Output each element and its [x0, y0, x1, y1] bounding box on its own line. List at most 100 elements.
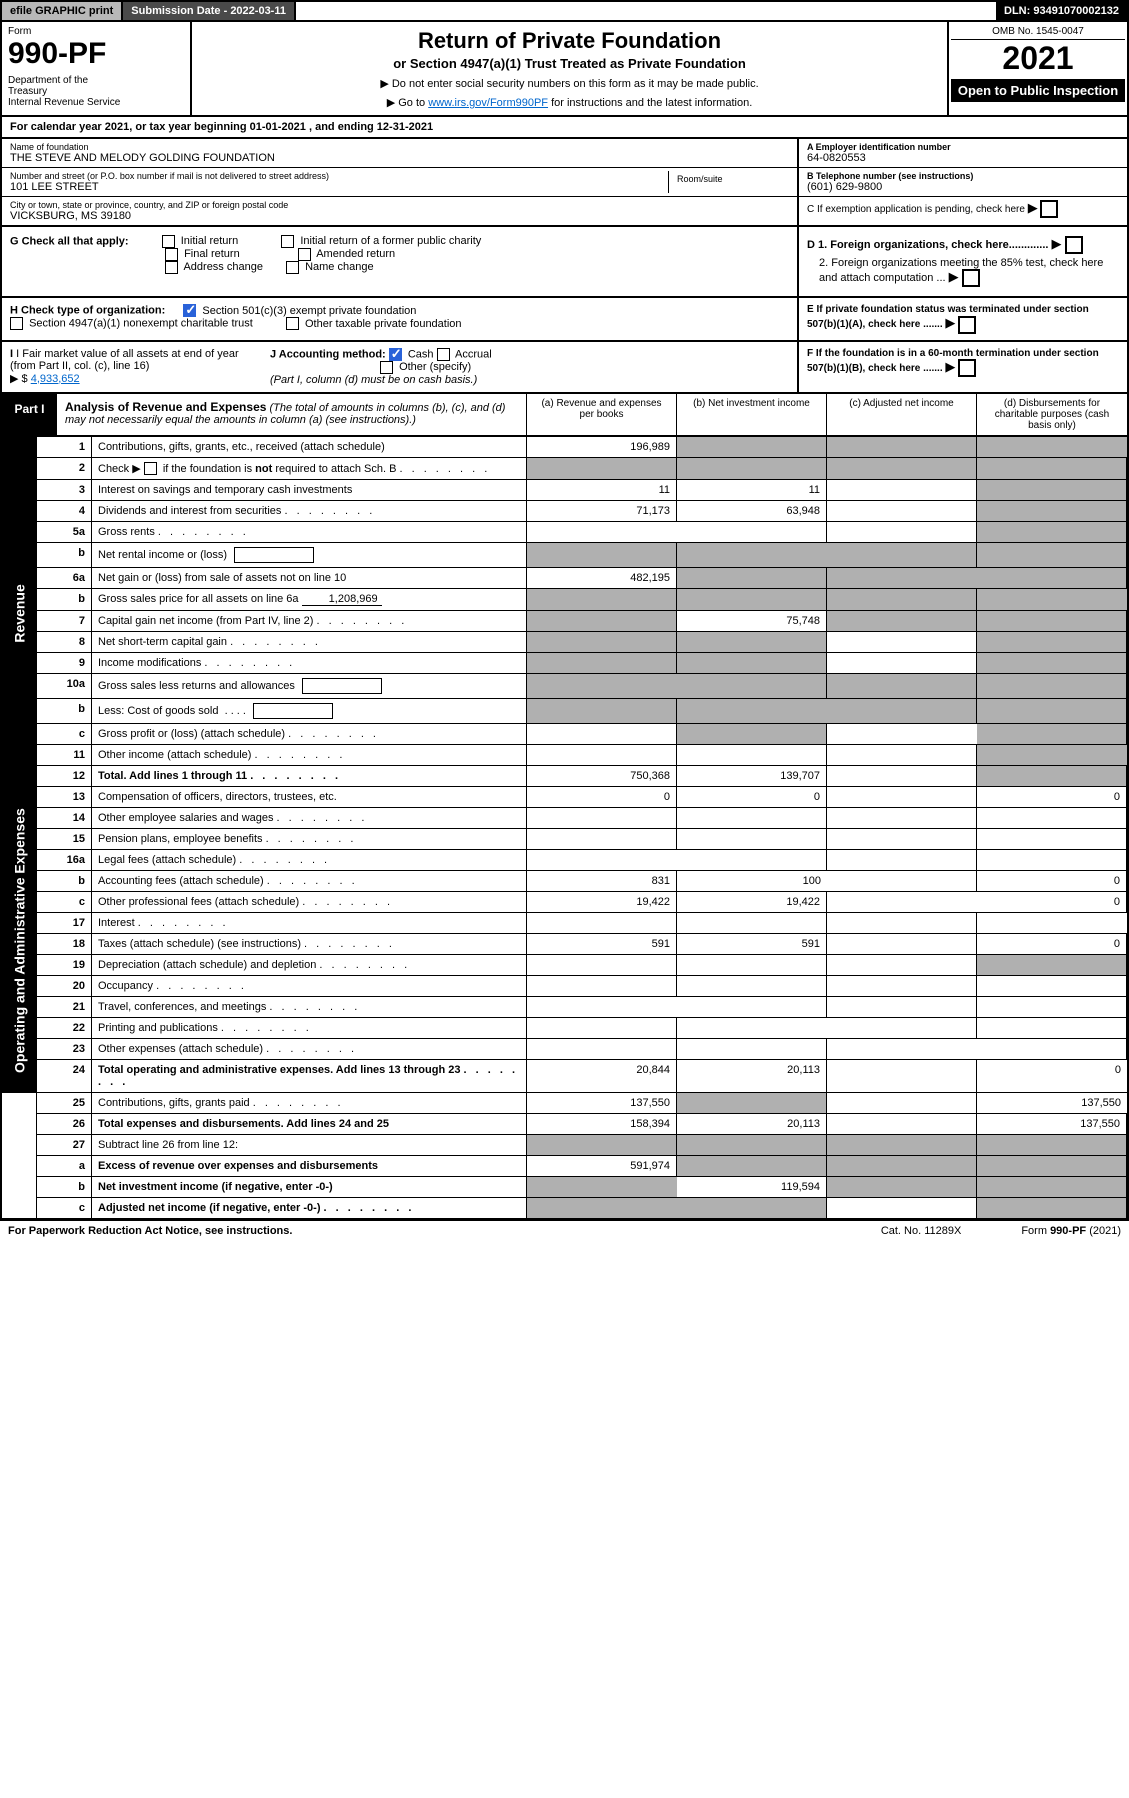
- h-org-type: H Check type of organization: Section 50…: [2, 298, 797, 339]
- ein-cell: A Employer identification number 64-0820…: [799, 139, 1127, 168]
- line-13: Compensation of officers, directors, tru…: [92, 787, 527, 808]
- col-c-header: (c) Adjusted net income: [827, 394, 977, 435]
- j-other-checkbox[interactable]: [380, 361, 393, 374]
- form-number: 990-PF: [8, 37, 184, 71]
- h-4947-checkbox[interactable]: [10, 317, 23, 330]
- line-25: Contributions, gifts, grants paid: [92, 1093, 527, 1114]
- form-header: Form 990-PF Department of theTreasuryInt…: [0, 22, 1129, 117]
- h-501c3-checkbox[interactable]: [183, 304, 196, 317]
- line-6b: Gross sales price for all assets on line…: [92, 589, 527, 611]
- year-block: OMB No. 1545-0047 2021 Open to Public In…: [947, 22, 1127, 115]
- g-initial-return[interactable]: [162, 235, 175, 248]
- top-bar: efile GRAPHIC print Submission Date - 20…: [0, 0, 1129, 22]
- line-2: Check ▶ if the foundation is not require…: [92, 458, 527, 481]
- form-label: Form: [8, 26, 184, 37]
- line-10b: Less: Cost of goods sold . . . .: [92, 699, 527, 724]
- line-27a: Excess of revenue over expenses and disb…: [92, 1156, 527, 1177]
- foundation-name-cell: Name of foundation THE STEVE AND MELODY …: [2, 139, 797, 168]
- form-ref: Form 990-PF (2021): [1021, 1225, 1121, 1237]
- irs-link[interactable]: www.irs.gov/Form990PF: [428, 97, 548, 109]
- part1-table: Revenue 1 Contributions, gifts, grants, …: [0, 437, 1129, 1221]
- city-state-zip: VICKSBURG, MS 39180: [10, 210, 789, 222]
- entity-info: Name of foundation THE STEVE AND MELODY …: [0, 139, 1129, 227]
- paperwork-notice: For Paperwork Reduction Act Notice, see …: [8, 1225, 292, 1237]
- c-checkbox[interactable]: [1040, 200, 1058, 218]
- j-cash-checkbox[interactable]: [389, 348, 402, 361]
- ssn-warning: ▶ Do not enter social security numbers o…: [198, 77, 941, 90]
- col-d-header: (d) Disbursements for charitable purpose…: [977, 394, 1127, 435]
- schB-checkbox[interactable]: [144, 462, 157, 475]
- line-18: Taxes (attach schedule) (see instruction…: [92, 934, 527, 955]
- expenses-label: Operating and Administrative Expenses: [2, 787, 37, 1093]
- line-6a: Net gain or (loss) from sale of assets n…: [92, 568, 527, 589]
- line-23: Other expenses (attach schedule): [92, 1039, 527, 1060]
- g-final-return[interactable]: [165, 248, 178, 261]
- line-10a: Gross sales less returns and allowances: [92, 674, 527, 699]
- line-12: Total. Add lines 1 through 11: [92, 766, 527, 787]
- phone-value: (601) 629-9800: [807, 181, 1119, 193]
- j-accounting: J Accounting method: Cash Accrual Other …: [270, 348, 492, 386]
- line-8: Net short-term capital gain: [92, 632, 527, 653]
- revenue-label: Revenue: [2, 437, 37, 788]
- arrow-icon: ▶: [1028, 200, 1038, 215]
- line-3: Interest on savings and temporary cash i…: [92, 480, 527, 501]
- line-5b: Net rental income or (loss): [92, 543, 527, 568]
- col-b-header: (b) Net investment income: [677, 394, 827, 435]
- page-footer: For Paperwork Reduction Act Notice, see …: [0, 1220, 1129, 1241]
- d2-checkbox[interactable]: [962, 269, 980, 287]
- city-cell: City or town, state or province, country…: [2, 197, 797, 225]
- part1-label: Part I: [2, 394, 57, 435]
- form-title: Return of Private Foundation: [198, 28, 941, 54]
- j-accrual-checkbox[interactable]: [437, 348, 450, 361]
- submission-date: Submission Date - 2022-03-11: [123, 2, 296, 20]
- cat-number: Cat. No. 11289X: [881, 1225, 962, 1237]
- f-termination: F If the foundation is in a 60-month ter…: [797, 342, 1127, 392]
- line-17: Interest: [92, 913, 527, 934]
- section-h-e: H Check type of organization: Section 50…: [0, 298, 1129, 341]
- line-11: Other income (attach schedule): [92, 745, 527, 766]
- line-22: Printing and publications: [92, 1018, 527, 1039]
- dept-treasury: Department of theTreasuryInternal Revenu…: [8, 75, 184, 108]
- line-21: Travel, conferences, and meetings: [92, 997, 527, 1018]
- col-a-header: (a) Revenue and expenses per books: [527, 394, 677, 435]
- line-16a: Legal fees (attach schedule): [92, 850, 527, 871]
- foundation-name: THE STEVE AND MELODY GOLDING FOUNDATION: [10, 152, 789, 164]
- open-public-badge: Open to Public Inspection: [951, 79, 1125, 102]
- g-address-change[interactable]: [165, 261, 178, 274]
- c-exemption-cell: C If exemption application is pending, c…: [799, 197, 1127, 221]
- phone-cell: B Telephone number (see instructions) (6…: [799, 168, 1127, 197]
- line-4: Dividends and interest from securities: [92, 501, 527, 522]
- part1-title: Analysis of Revenue and Expenses (The to…: [57, 394, 527, 435]
- line-16b: Accounting fees (attach schedule): [92, 871, 527, 892]
- omb-number: OMB No. 1545-0047: [951, 24, 1125, 40]
- form-subtitle: or Section 4947(a)(1) Trust Treated as P…: [198, 56, 941, 71]
- form-title-block: Return of Private Foundation or Section …: [192, 22, 947, 115]
- line-27b: Net investment income (if negative, ente…: [92, 1177, 527, 1198]
- line-15: Pension plans, employee benefits: [92, 829, 527, 850]
- goto-note: ▶ Go to www.irs.gov/Form990PF for instru…: [198, 96, 941, 109]
- dln-number: DLN: 93491070002132: [996, 2, 1127, 20]
- fmv-amount[interactable]: 4,933,652: [31, 373, 80, 385]
- g-checks: G Check all that apply: Initial return I…: [2, 227, 797, 296]
- g-initial-former[interactable]: [281, 235, 294, 248]
- line-7: Capital gain net income (from Part IV, l…: [92, 611, 527, 632]
- f-checkbox[interactable]: [958, 359, 976, 377]
- e-checkbox[interactable]: [958, 316, 976, 334]
- g-amended[interactable]: [298, 248, 311, 261]
- h-other-checkbox[interactable]: [286, 317, 299, 330]
- d-foreign: D 1. Foreign organizations, check here..…: [797, 227, 1127, 296]
- line-10c: Gross profit or (loss) (attach schedule): [92, 724, 527, 745]
- e-terminated: E If private foundation status was termi…: [797, 298, 1127, 339]
- line-20: Occupancy: [92, 976, 527, 997]
- efile-badge: efile GRAPHIC print: [2, 2, 123, 20]
- line-1: Contributions, gifts, grants, etc., rece…: [92, 437, 527, 458]
- i-fmv: I I Fair market value of all assets at e…: [10, 348, 250, 386]
- line-5a: Gross rents: [92, 522, 527, 543]
- line-19: Depreciation (attach schedule) and deple…: [92, 955, 527, 976]
- d1-checkbox[interactable]: [1065, 236, 1083, 254]
- section-ijf: I I Fair market value of all assets at e…: [0, 342, 1129, 394]
- line-14: Other employee salaries and wages: [92, 808, 527, 829]
- section-g-d: G Check all that apply: Initial return I…: [0, 227, 1129, 298]
- g-name-change[interactable]: [286, 261, 299, 274]
- form-id-block: Form 990-PF Department of theTreasuryInt…: [2, 22, 192, 115]
